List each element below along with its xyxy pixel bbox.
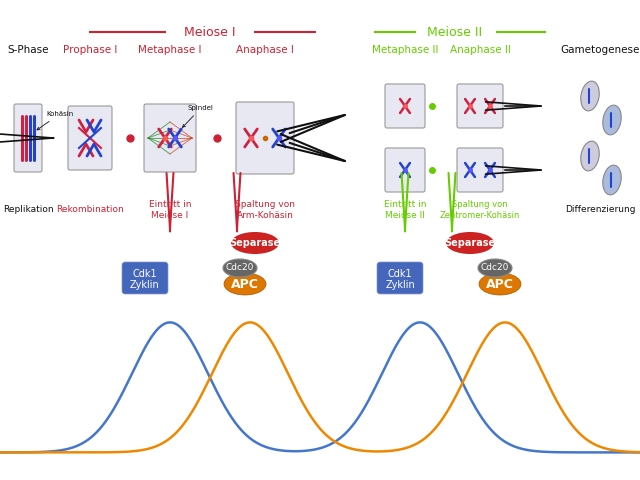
Ellipse shape [224, 273, 266, 295]
Text: Meiose II: Meiose II [428, 25, 483, 38]
Text: APC: APC [486, 277, 514, 290]
Text: Metaphase I: Metaphase I [138, 45, 202, 55]
FancyBboxPatch shape [144, 104, 196, 172]
Text: APC: APC [231, 277, 259, 290]
FancyBboxPatch shape [457, 84, 503, 128]
Ellipse shape [580, 141, 599, 171]
Text: Meiose I: Meiose I [184, 25, 236, 38]
Ellipse shape [231, 232, 279, 254]
FancyBboxPatch shape [68, 106, 112, 170]
Text: Cdc20: Cdc20 [481, 264, 509, 273]
Ellipse shape [580, 81, 599, 111]
Text: Zyklin: Zyklin [130, 280, 160, 290]
FancyBboxPatch shape [377, 262, 423, 294]
Ellipse shape [603, 165, 621, 195]
FancyBboxPatch shape [236, 102, 294, 174]
Ellipse shape [479, 273, 521, 295]
Ellipse shape [478, 259, 512, 277]
Ellipse shape [223, 259, 257, 277]
Text: Separase: Separase [229, 238, 280, 248]
Text: Spindel: Spindel [182, 105, 214, 127]
Text: Gametogenese: Gametogenese [560, 45, 640, 55]
Text: Differenzierung: Differenzierung [564, 205, 636, 215]
Text: Eintritt in
Meiose I: Eintritt in Meiose I [148, 200, 191, 220]
FancyBboxPatch shape [385, 148, 425, 192]
Text: S-Phase: S-Phase [7, 45, 49, 55]
Text: Prophase I: Prophase I [63, 45, 117, 55]
Text: Anaphase I: Anaphase I [236, 45, 294, 55]
Text: Eintritt in
Meiose II: Eintritt in Meiose II [384, 200, 426, 220]
Ellipse shape [603, 105, 621, 135]
Text: Kohäsin: Kohäsin [37, 111, 73, 130]
Text: Spaltung von
Arm-Kohäsin: Spaltung von Arm-Kohäsin [235, 200, 295, 220]
Text: Separase: Separase [444, 238, 495, 248]
Text: Cdk1: Cdk1 [132, 269, 157, 279]
Text: Spaltung von
Zentromer-Kohäsin: Spaltung von Zentromer-Kohäsin [440, 200, 520, 220]
FancyBboxPatch shape [122, 262, 168, 294]
Text: Cdc20: Cdc20 [226, 264, 254, 273]
Text: Rekombination: Rekombination [56, 205, 124, 215]
Text: Metaphase II: Metaphase II [372, 45, 438, 55]
FancyBboxPatch shape [457, 148, 503, 192]
Text: Replikation: Replikation [3, 205, 53, 215]
Text: Zyklin: Zyklin [385, 280, 415, 290]
FancyBboxPatch shape [14, 104, 42, 172]
Text: Anaphase II: Anaphase II [449, 45, 511, 55]
Text: Cdk1: Cdk1 [388, 269, 412, 279]
FancyBboxPatch shape [385, 84, 425, 128]
Ellipse shape [446, 232, 494, 254]
